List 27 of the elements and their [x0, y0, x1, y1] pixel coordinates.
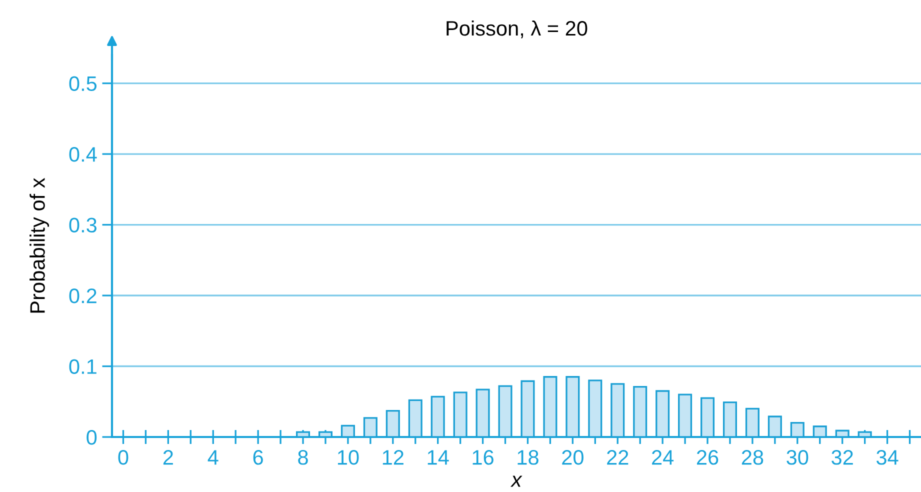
- x-tick-label: 26: [696, 450, 718, 465]
- y-tick-label: 0.5: [69, 76, 97, 92]
- y-tick-label: 0.2: [69, 288, 96, 304]
- x-tick-label: 8: [298, 450, 308, 465]
- x-tick-label: 22: [607, 450, 628, 465]
- x-tick-label: 30: [786, 450, 808, 465]
- y-tick-label: 0.1: [69, 359, 96, 374]
- x-tick-label: 16: [472, 450, 494, 465]
- y-tick-label: 0: [86, 430, 97, 445]
- x-tick-label: 10: [338, 450, 359, 465]
- x-tick-label: 14: [428, 450, 449, 465]
- y-tick-label: 0.4: [69, 147, 97, 162]
- x-tick-label: 28: [742, 450, 764, 465]
- x-tick-label: 0: [118, 450, 128, 465]
- x-tick-label: 2: [163, 450, 173, 465]
- chart-title: Poisson, λ = 20: [446, 20, 588, 38]
- x-tick-label: 18: [518, 450, 538, 465]
- y-tick-label: 0.3: [69, 218, 97, 233]
- x-tick-label: 20: [562, 450, 584, 465]
- x-axis-title: x: [510, 476, 522, 487]
- x-tick-label: 12: [382, 450, 404, 465]
- x-tick-label: 6: [253, 450, 263, 465]
- x-tick-label: 24: [652, 450, 674, 465]
- x-tick-label: 4: [208, 450, 218, 465]
- x-tick-label: 32: [832, 450, 853, 465]
- y-axis-title: Probability of x: [30, 178, 50, 313]
- x-tick-label: 34: [876, 450, 898, 465]
